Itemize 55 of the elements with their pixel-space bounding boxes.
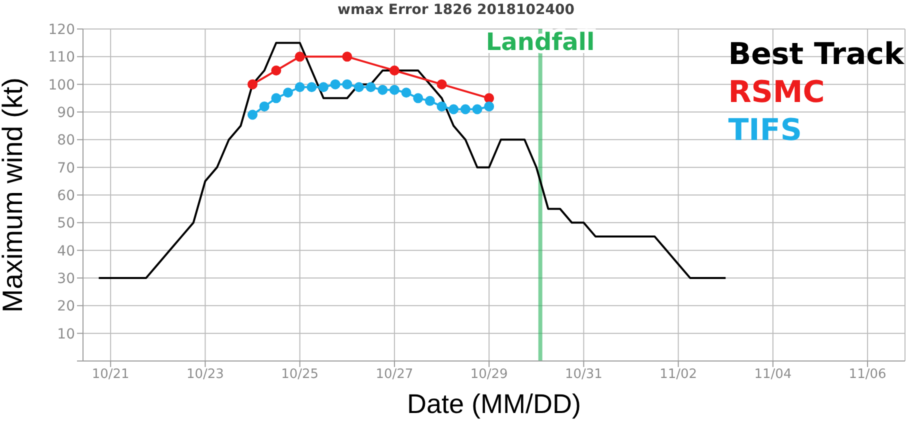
y-tick-label: 30 (57, 270, 75, 287)
point (436, 101, 447, 112)
point (484, 93, 494, 104)
point (484, 101, 494, 112)
point (330, 79, 340, 90)
point (354, 82, 364, 92)
point (318, 82, 328, 92)
x-tick-label: 10/25 (281, 367, 319, 382)
y-tick-label: 80 (57, 132, 75, 149)
y-tick-label: 90 (57, 104, 75, 121)
y-tick-label: 60 (57, 188, 75, 204)
point (401, 88, 412, 98)
x-tick-label: 10/21 (92, 367, 130, 382)
point (378, 84, 388, 95)
point (294, 52, 305, 62)
x-tick-label: 10/27 (376, 367, 414, 382)
point (413, 93, 424, 104)
point (389, 84, 400, 95)
point (259, 101, 270, 112)
point (271, 66, 282, 76)
x-tick-label: 10/23 (186, 367, 224, 382)
point (448, 104, 459, 114)
y-tick-label: 100 (48, 77, 75, 94)
x-tick-label: 11/04 (754, 367, 792, 382)
point (436, 79, 447, 90)
point (283, 88, 294, 98)
point (248, 79, 258, 90)
y-tick-label: 110 (48, 50, 75, 66)
chart-title: wmax Error 1826 2018102400 (336, 2, 576, 18)
point (342, 79, 352, 90)
y-tick-label: 70 (57, 160, 75, 176)
point (366, 82, 376, 92)
y-tick-label: 120 (48, 22, 75, 38)
y-axis-title: Maximum wind (kt) (0, 78, 28, 312)
y-tick-label: 20 (57, 298, 75, 315)
text: Best Track (728, 36, 904, 74)
y-tick-label: 10 (57, 326, 75, 342)
point (248, 110, 258, 120)
point (342, 52, 352, 62)
x-axis-title: Date (MM/DD) (407, 389, 581, 419)
text: RSMC (728, 74, 826, 112)
point (424, 96, 435, 106)
x-tick-label: 11/02 (660, 367, 698, 382)
text: TIFS (728, 112, 803, 150)
x-tick-label: 10/29 (470, 367, 508, 382)
point (472, 104, 482, 114)
y-tick-label: 40 (57, 243, 75, 260)
point (294, 82, 305, 92)
x-tick-label: 11/06 (848, 367, 886, 382)
x-tick-label: 10/31 (564, 367, 602, 382)
point (460, 104, 470, 114)
point (389, 66, 400, 76)
y-tick-label: 50 (57, 216, 75, 232)
point (271, 93, 282, 104)
point (306, 82, 317, 92)
